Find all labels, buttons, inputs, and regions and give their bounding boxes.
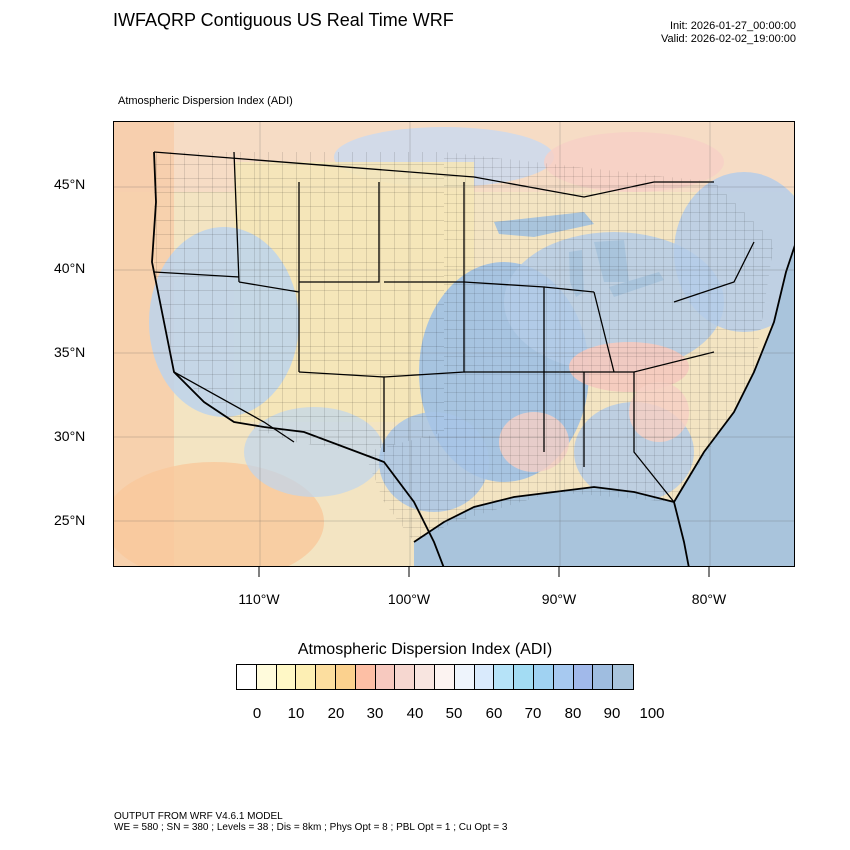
init-time: Init: 2026-01-27_00:00:00 (670, 20, 796, 32)
colorbar-swatch (593, 665, 614, 689)
colorbar (236, 664, 634, 690)
adi-map (114, 122, 794, 566)
colorbar-label-20: 20 (327, 705, 345, 722)
colorbar-swatch (237, 665, 257, 689)
colorbar-swatch (335, 665, 356, 689)
colorbar-swatch (474, 665, 495, 689)
colorbar-swatch (514, 665, 534, 689)
colorbar-label-60: 60 (485, 705, 503, 722)
map-panel (113, 121, 795, 567)
colorbar-swatch (573, 665, 594, 689)
lon-label-110: 110°W (238, 591, 280, 607)
colorbar-swatch (316, 665, 336, 689)
run-info: Init: 2026-01-27_00:00:00 Valid: 2026-02… (661, 20, 796, 46)
mexico-warm (114, 462, 324, 566)
lat-label-35: 35°N (54, 344, 86, 360)
colorbar-label-10: 10 (287, 705, 305, 722)
county-grid-east (364, 152, 774, 542)
colorbar-swatch (434, 665, 455, 689)
colorbar-label-50: 50 (445, 705, 463, 722)
lon-ticks (258, 567, 710, 577)
colorbar-swatch (375, 665, 396, 689)
colorbar-swatch (454, 665, 475, 689)
lat-label-45: 45°N (54, 176, 86, 192)
colorbar-swatch (276, 665, 297, 689)
lat-label-30: 30°N (54, 428, 86, 444)
colorbar-swatch (553, 665, 574, 689)
colorbar-swatch (533, 665, 554, 689)
legend-title: Atmospheric Dispersion Index (ADI) (297, 641, 553, 658)
lon-label-100: 100°W (387, 591, 431, 607)
colorbar-swatch (395, 665, 416, 689)
colorbar-swatch (613, 665, 633, 689)
colorbar-label-90: 90 (603, 705, 621, 722)
lon-label-90: 90°W (541, 591, 577, 607)
lat-label-40: 40°N (54, 260, 86, 276)
graticule (114, 122, 794, 566)
footer-line-2: WE = 580 ; SN = 380 ; Levels = 38 ; Dis … (114, 822, 508, 833)
lon-label-80: 80°W (691, 591, 727, 607)
valid-time: Valid: 2026-02-02_19:00:00 (661, 33, 796, 45)
atlantic-ocean (674, 248, 794, 566)
colorbar-swatch (256, 665, 277, 689)
model-footer: OUTPUT FROM WRF V4.6.1 MODEL WE = 580 ; … (114, 811, 507, 833)
colorbar-label-30: 30 (366, 705, 384, 722)
colorbar-swatch (355, 665, 376, 689)
chart-title: IWFAQRP Contiguous US Real Time WRF (113, 10, 454, 30)
coastlines (151, 151, 794, 566)
colorbar-label-0: 0 (252, 705, 262, 722)
colorbar-label-40: 40 (406, 705, 424, 722)
colorbar-label-70: 70 (524, 705, 542, 722)
colorbar-label-80: 80 (564, 705, 582, 722)
lat-label-25: 25°N (54, 512, 86, 528)
colorbar-swatch (494, 665, 515, 689)
colorbar-swatch (415, 665, 435, 689)
footer-line-1: OUTPUT FROM WRF V4.6.1 MODEL (114, 811, 283, 822)
colorbar-swatch (296, 665, 317, 689)
colorbar-label-100: 100 (639, 705, 665, 722)
map-caption: Atmospheric Dispersion Index (ADI) (118, 95, 293, 107)
